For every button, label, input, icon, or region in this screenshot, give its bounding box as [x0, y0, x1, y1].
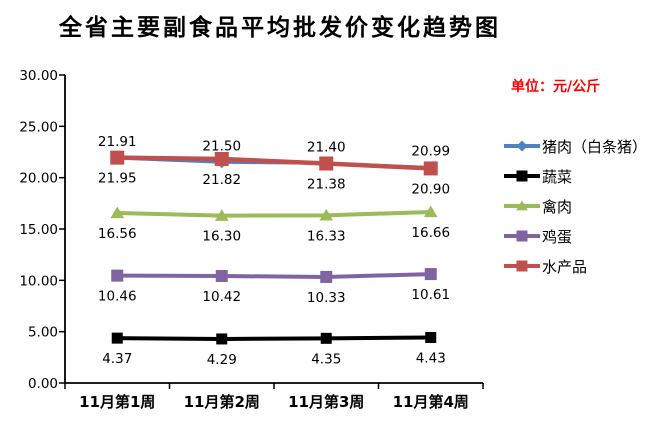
y-tick-label: 30.00 [19, 68, 58, 84]
legend-marker-shape [516, 170, 528, 182]
legend-marker-shape [516, 260, 528, 272]
series-marker-1 [111, 332, 123, 344]
data-label: 10.33 [307, 290, 346, 306]
legend-label: 鸡蛋 [542, 227, 573, 246]
data-label: 16.30 [202, 229, 241, 245]
data-label: 4.29 [207, 352, 237, 368]
data-label: 16.33 [307, 228, 346, 244]
series-marker-1 [216, 333, 228, 345]
data-label: 4.43 [416, 351, 446, 367]
x-category-label: 11月第2周 [184, 393, 260, 411]
series-marker-2 [423, 205, 438, 218]
series-line-2 [115, 209, 433, 218]
legend-item-4: 水产品 [504, 251, 647, 281]
data-label: 20.90 [411, 181, 450, 197]
data-label: 10.61 [411, 287, 450, 303]
data-label: 21.50 [202, 138, 241, 154]
series-line-1 [115, 335, 433, 341]
legend-label: 禽肉 [542, 197, 573, 216]
y-tick-label: 10.00 [19, 273, 58, 289]
series-4 [110, 150, 438, 176]
x-category-label: 11月第3周 [288, 393, 364, 411]
data-label: 21.40 [307, 139, 346, 155]
data-label: 21.91 [98, 134, 137, 150]
y-tick-label: 5.00 [28, 325, 58, 341]
series-marker-3 [111, 269, 124, 282]
legend-item-0: 猪肉（白条猪） [504, 131, 647, 161]
legend-marker-shape [516, 140, 528, 152]
legend-item-3: 鸡蛋 [504, 221, 647, 251]
y-tick-label: 15.00 [19, 222, 58, 238]
series-marker-4 [214, 151, 229, 166]
y-tick-label: 20.00 [19, 171, 58, 187]
series-marker-1 [425, 332, 437, 344]
legend-marker-shape [516, 230, 528, 242]
chart-title: 全省主要副食品平均批发价变化趋势图 [59, 15, 501, 41]
series-marker-4 [319, 156, 334, 171]
legend-label: 猪肉（白条猪） [542, 137, 648, 156]
series-marker-2 [319, 208, 334, 221]
data-label: 21.38 [307, 176, 346, 192]
series-3 [111, 268, 437, 283]
data-label: 21.95 [98, 171, 137, 187]
y-tick-label: 25.00 [19, 119, 58, 135]
legend-marker-square-icon [504, 230, 540, 242]
data-label: 10.42 [202, 289, 241, 305]
legend-marker-diamond-icon [504, 140, 540, 152]
data-label: 4.35 [311, 351, 341, 367]
legend-marker-shape [516, 200, 528, 211]
legend-item-1: 蔬菜 [504, 161, 647, 191]
legend-item-2: 禽肉 [504, 191, 647, 221]
series-marker-1 [320, 332, 332, 344]
data-label: 4.37 [102, 351, 132, 367]
data-label: 16.66 [411, 225, 450, 241]
series-line-3 [115, 272, 433, 279]
series-marker-4 [110, 150, 125, 165]
plot-area: 0.00 5.00 10.00 15.00 20.00 25.00 30.00 11月第1周 1… [19, 68, 484, 411]
series-marker-3 [424, 268, 437, 281]
y-tick-label: 0.00 [28, 376, 58, 392]
legend-label: 蔬菜 [542, 167, 573, 186]
series-line-4 [115, 155, 433, 171]
data-label: 21.82 [202, 172, 241, 188]
series-marker-3 [215, 270, 228, 283]
series-1 [111, 332, 437, 345]
legend: 猪肉（白条猪） 蔬菜禽肉鸡蛋水产品 [504, 131, 647, 281]
data-label: 10.46 [98, 289, 137, 305]
legend-marker-triangle-icon [504, 200, 540, 211]
series-marker-4 [423, 161, 438, 176]
series-2 [110, 205, 438, 221]
data-label: 16.56 [98, 226, 137, 242]
series-marker-3 [320, 270, 333, 283]
x-category-label: 11月第4周 [393, 393, 469, 411]
series-marker-2 [110, 206, 125, 219]
data-label: 20.99 [411, 144, 450, 160]
x-category-label: 11月第1周 [79, 393, 155, 411]
legend-label: 水产品 [542, 257, 588, 276]
series-marker-2 [214, 209, 229, 221]
legend-marker-square-icon [504, 170, 540, 182]
unit-label: 单位：元/公斤 [511, 79, 601, 95]
legend-marker-square-icon [504, 260, 540, 272]
